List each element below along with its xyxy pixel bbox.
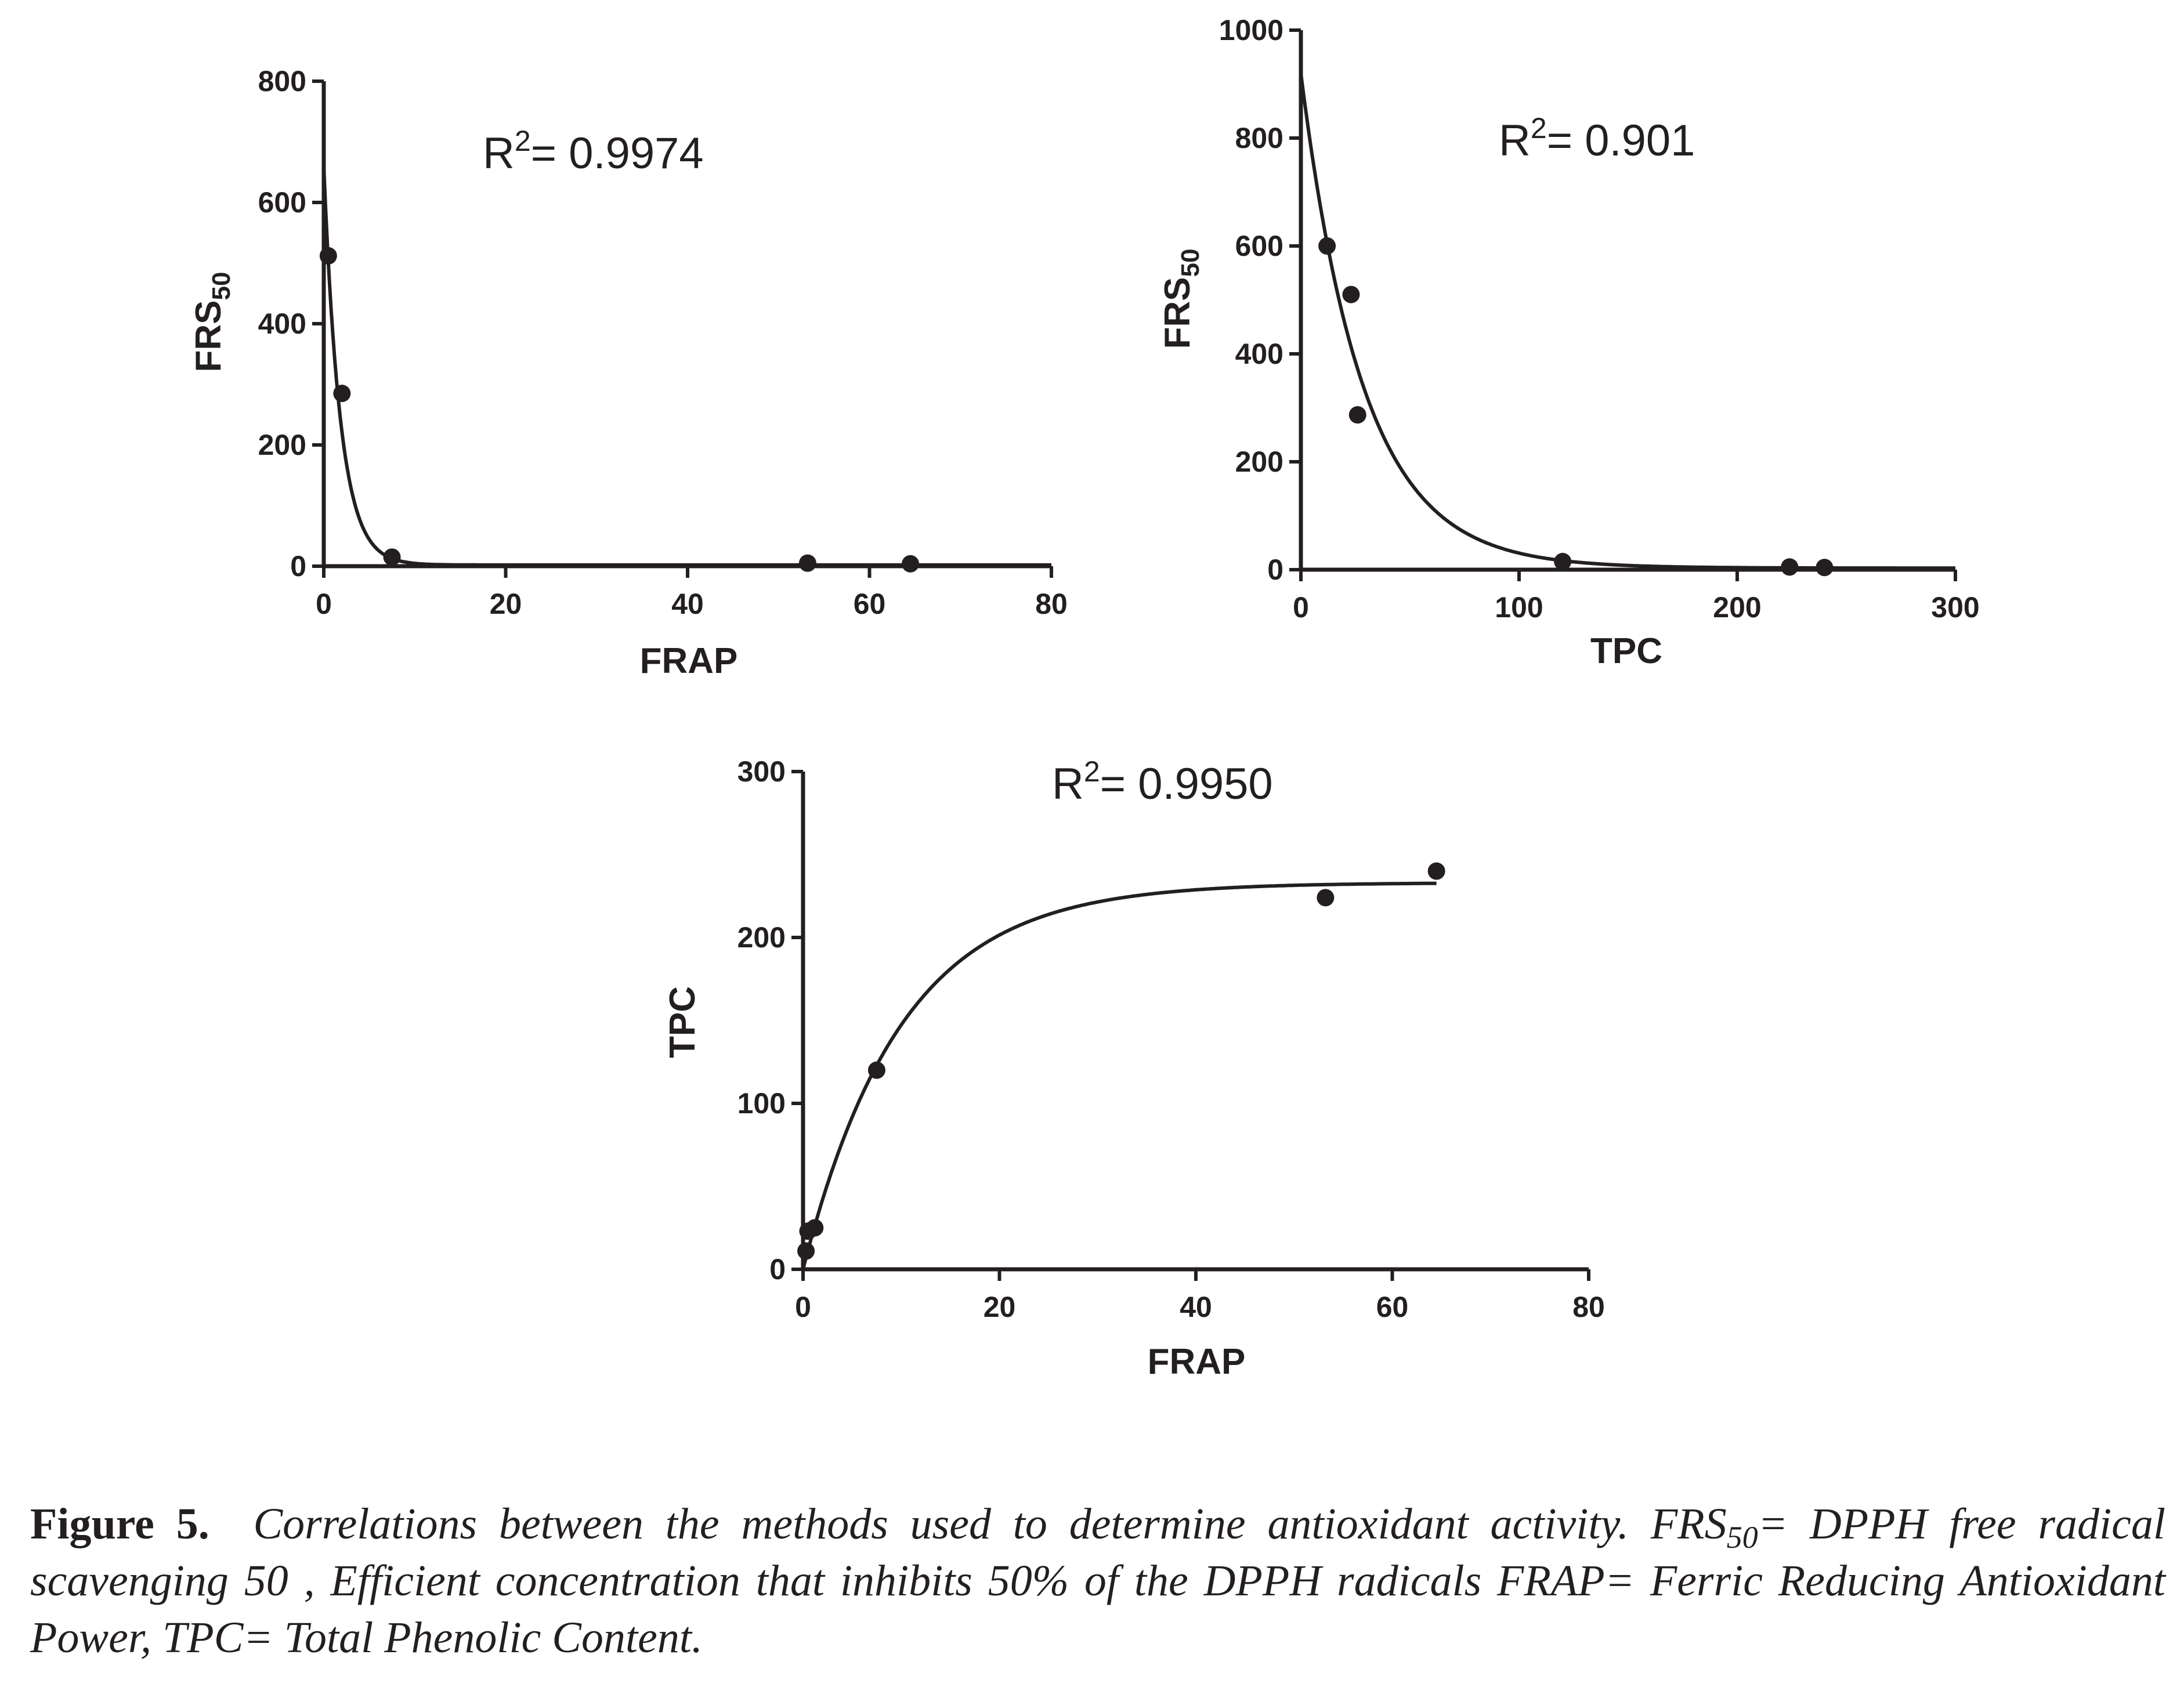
chart-frs50-vs-frap: 0 200 400 600 800 0 20 40 60 80 FRAP FRS50 R2= 0… <box>189 65 1068 681</box>
chart-3-y-tick-label: 0 <box>769 1253 786 1286</box>
chart-3-x-tick-label: 0 <box>795 1291 811 1323</box>
chart-1-data-point <box>383 548 401 566</box>
chart-3-x-tick-label: 40 <box>1180 1291 1212 1323</box>
chart-3-data-points <box>797 862 1445 1260</box>
chart-2-y-tick-label: 200 <box>1235 446 1283 478</box>
chart-3-data-point <box>806 1219 824 1237</box>
chart-1-y-tick-label: 600 <box>258 186 306 219</box>
chart-2-y-ticks: 0 200 400 600 800 1000 <box>1219 14 1301 586</box>
chart-1-y-tick-label: 200 <box>258 429 306 461</box>
chart-2-data-point <box>1781 558 1799 576</box>
chart-3-y-tick-label: 300 <box>737 755 786 788</box>
chart-1-fit-curve <box>322 166 1051 567</box>
chart-1-x-ticks: 0 20 40 60 80 <box>316 566 1068 620</box>
chart-1-data-point <box>319 247 337 265</box>
chart-1-x-tick-label: 40 <box>671 588 704 620</box>
chart-1-r-squared: R2= 0.9974 <box>483 125 704 178</box>
chart-2-data-point <box>1554 553 1572 571</box>
chart-1-x-tick-label: 80 <box>1035 588 1068 620</box>
chart-2-y-tick-label: 800 <box>1235 122 1283 154</box>
chart-2-x-tick-label: 0 <box>1293 591 1309 624</box>
chart-1-x-tick-label: 0 <box>316 588 332 620</box>
chart-2-data-point <box>1342 285 1360 303</box>
chart-2-fit-curve <box>1299 73 1955 570</box>
chart-3-y-axis-label: TPC <box>663 986 703 1058</box>
chart-2-data-points <box>1318 237 1834 577</box>
chart-frs50-vs-tpc: 0 200 400 600 800 1000 0 100 200 300 TPC FRS50 R… <box>1158 14 1980 671</box>
chart-2-x-tick-label: 200 <box>1713 591 1761 624</box>
chart-2-y-tick-label: 600 <box>1235 230 1283 262</box>
chart-1-x-tick-label: 60 <box>854 588 886 620</box>
chart-3-x-tick-label: 80 <box>1572 1291 1605 1323</box>
caption-text-part-2: = DPPH free radical scavenging 50 , Effi… <box>30 1500 2165 1662</box>
chart-2-data-point <box>1816 559 1834 577</box>
chart-1-data-point <box>798 554 816 572</box>
caption-subscript: 50 <box>1726 1520 1758 1555</box>
figure-caption: Figure 5. Correlations between the metho… <box>30 1496 2165 1666</box>
chart-3-x-ticks: 0 20 40 60 80 <box>795 1269 1605 1323</box>
chart-1-y-tick-label: 400 <box>258 307 306 340</box>
chart-1-data-points <box>319 247 920 573</box>
chart-2-axes <box>1299 30 1955 572</box>
chart-3-data-point <box>1427 862 1445 880</box>
chart-2-data-point <box>1348 406 1366 424</box>
chart-1-x-tick-label: 20 <box>490 588 522 620</box>
chart-1-y-tick-label: 800 <box>258 65 306 97</box>
chart-2-y-axis-label: FRS50 <box>1158 249 1205 349</box>
chart-3-y-ticks: 0 100 200 300 <box>737 755 803 1286</box>
chart-1-data-point <box>902 555 920 573</box>
chart-3-fit-curve <box>801 881 1437 1270</box>
chart-2-x-tick-label: 100 <box>1495 591 1543 624</box>
chart-2-x-ticks: 0 100 200 300 <box>1293 570 1980 624</box>
chart-3-x-tick-label: 60 <box>1376 1291 1409 1323</box>
chart-2-y-tick-label: 1000 <box>1219 14 1283 46</box>
chart-2-r-squared: R2= 0.901 <box>1499 112 1695 165</box>
chart-3-data-point <box>797 1242 815 1260</box>
chart-3-y-tick-label: 100 <box>737 1087 786 1120</box>
caption-label: Figure 5. <box>30 1500 209 1548</box>
chart-3-axes <box>801 772 1589 1272</box>
chart-1-data-point <box>333 385 351 403</box>
chart-3-data-point <box>1317 889 1335 907</box>
chart-1-y-axis-label: FRS50 <box>189 272 236 372</box>
caption-text-part-1: Correlations between the methods used to… <box>253 1500 1727 1548</box>
chart-2-y-tick-label: 400 <box>1235 338 1283 370</box>
chart-tpc-vs-frap: 0 100 200 300 0 20 40 60 80 FRAP TPC R2= 0.9950 <box>663 755 1605 1382</box>
chart-1-y-ticks: 0 200 400 600 800 <box>258 65 324 582</box>
chart-1-y-tick-label: 0 <box>290 550 306 582</box>
chart-3-r-squared: R2= 0.9950 <box>1052 755 1273 809</box>
chart-2-x-axis-label: TPC <box>1590 631 1662 671</box>
chart-1-x-axis-label: FRAP <box>640 641 738 681</box>
chart-2-data-point <box>1318 237 1336 255</box>
chart-2-y-tick-label: 0 <box>1267 553 1283 586</box>
chart-3-x-axis-label: FRAP <box>1148 1342 1246 1382</box>
chart-2-x-tick-label: 300 <box>1931 591 1979 624</box>
chart-3-y-tick-label: 200 <box>737 921 786 954</box>
chart-3-data-point <box>867 1061 885 1079</box>
chart-3-x-tick-label: 20 <box>983 1291 1016 1323</box>
